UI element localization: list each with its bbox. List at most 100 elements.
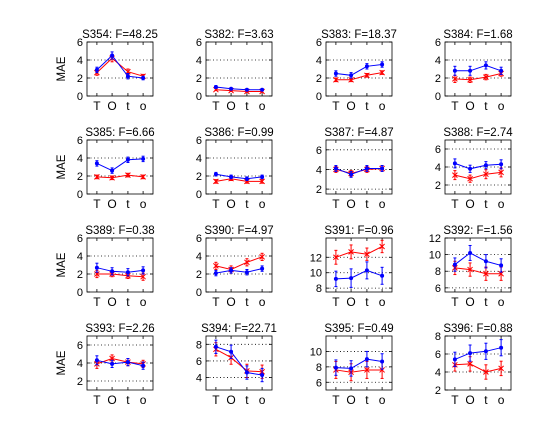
data-point: [333, 166, 338, 171]
y-tick-label: 6: [316, 377, 322, 389]
data-point: [498, 270, 504, 277]
series-line: [454, 171, 502, 180]
y-tick-label: 4: [435, 55, 441, 67]
data-point: [348, 249, 354, 255]
data-point: [348, 76, 354, 83]
subplot-title: S386: F=0.99: [204, 127, 273, 139]
y-axis-label: MAE: [56, 252, 68, 277]
y-tick-label: 4: [435, 162, 441, 174]
x-tick-label: O: [346, 393, 355, 407]
data-point: [213, 271, 218, 276]
series-line: [335, 269, 383, 280]
y-tick-label: 6: [196, 135, 202, 147]
series-line: [454, 252, 502, 266]
y-axis-label: MAE: [56, 56, 68, 81]
data-point: [452, 76, 458, 82]
y-tick-label: 4: [196, 55, 202, 67]
x-tick-label: o: [379, 99, 386, 113]
data-point: [333, 365, 338, 370]
x-tick-label: o: [140, 197, 147, 211]
data-point: [379, 243, 385, 250]
x-tick-label: T: [451, 99, 459, 113]
data-point: [468, 68, 473, 73]
y-tick-label: 10: [429, 250, 441, 262]
y-tick-label: 4: [77, 251, 83, 263]
axes-frame: [205, 139, 273, 195]
data-point: [141, 268, 146, 273]
y-tick-label: 6: [316, 145, 322, 157]
data-point: [110, 269, 115, 274]
y-tick-label: 6: [435, 349, 441, 361]
x-tick-label: T: [93, 197, 101, 211]
x-tick-label: T: [93, 99, 101, 113]
y-axis-label: MAE: [56, 154, 68, 179]
y-tick-label: 2: [316, 73, 322, 85]
x-tick-label: t: [245, 197, 249, 211]
x-tick-label: o: [498, 197, 505, 211]
x-tick-label: O: [226, 393, 235, 407]
y-tick-label: 0: [196, 189, 202, 201]
subplot-title: S382: F=3.63: [204, 29, 273, 41]
x-tick-label: t: [484, 393, 488, 407]
data-point: [94, 161, 99, 166]
x-tick-label: t: [484, 295, 488, 309]
data-point: [333, 76, 339, 83]
y-tick-label: 2: [196, 269, 202, 281]
x-tick-label: t: [365, 99, 369, 113]
axes-frame: [325, 335, 393, 391]
data-point: [125, 172, 131, 178]
data-point: [94, 358, 99, 363]
x-tick-label: O: [226, 99, 235, 113]
x-tick-label: t: [245, 295, 249, 309]
data-point: [333, 71, 338, 76]
x-tick-label: o: [140, 393, 147, 407]
x-tick-label: O: [226, 295, 235, 309]
y-tick-label: 0: [196, 287, 202, 299]
data-point: [499, 162, 504, 167]
data-point: [380, 359, 385, 364]
y-tick-label: 6: [435, 283, 441, 295]
x-tick-label: T: [212, 393, 220, 407]
axes-frame: [325, 139, 393, 195]
data-point: [109, 355, 115, 362]
data-point: [260, 87, 265, 92]
x-tick-label: T: [332, 197, 340, 211]
axes-frame: [205, 237, 273, 293]
x-tick-label: t: [126, 295, 130, 309]
x-tick-label: o: [140, 295, 147, 309]
data-point: [483, 163, 488, 168]
data-point: [364, 367, 370, 373]
x-tick-label: O: [107, 197, 116, 211]
data-point: [499, 263, 504, 268]
data-point: [244, 87, 249, 92]
series-line: [215, 346, 263, 376]
x-tick-label: T: [212, 99, 220, 113]
y-tick-label: 0: [196, 91, 202, 103]
x-tick-label: O: [465, 393, 474, 407]
data-point: [125, 270, 130, 275]
y-tick-label: 12: [310, 252, 322, 264]
data-point: [260, 373, 265, 378]
data-point: [229, 349, 234, 354]
data-point: [260, 174, 265, 179]
x-tick-label: O: [107, 295, 116, 309]
data-point: [452, 161, 457, 166]
y-tick-label: 12: [429, 233, 441, 245]
axes-frame: [444, 41, 512, 97]
series-line: [454, 162, 502, 170]
series-line: [454, 73, 502, 81]
data-point: [379, 367, 385, 373]
y-tick-label: 4: [316, 164, 322, 176]
data-point: [467, 266, 473, 273]
data-point: [333, 254, 339, 261]
data-point: [259, 254, 265, 260]
axes-frame: [86, 139, 154, 195]
subplot-title: S394: F=22.71: [201, 323, 277, 335]
data-point: [483, 270, 489, 277]
data-point: [125, 157, 130, 162]
data-point: [244, 370, 249, 375]
